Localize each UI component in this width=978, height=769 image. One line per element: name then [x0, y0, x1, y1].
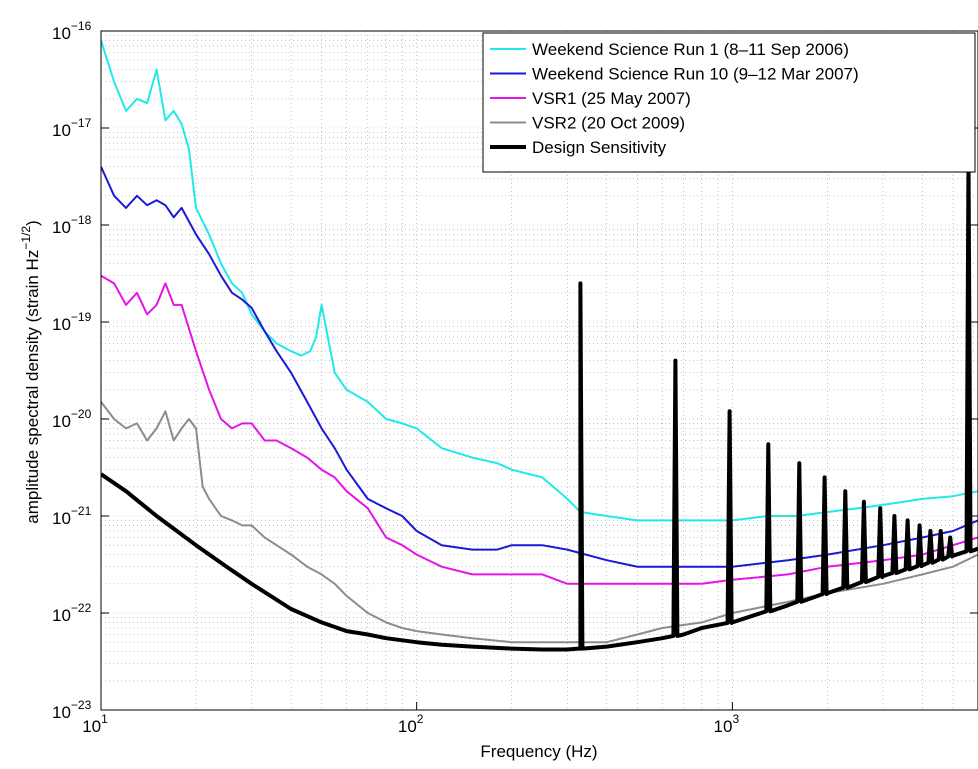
y-tick-exp: −17 [71, 116, 92, 130]
x-tick-base: 10 [82, 717, 101, 736]
y-tick-base: 10 [52, 218, 71, 237]
y-tick-label: 10−18 [52, 213, 92, 237]
series-line-2 [101, 166, 978, 568]
x-tick-label: 101 [82, 712, 108, 736]
y-tick-label: 10−16 [52, 19, 92, 43]
y-tick-exp: −20 [71, 407, 92, 421]
y-tick-label: 10−22 [52, 601, 92, 625]
y-tick-label: 10−19 [52, 310, 92, 334]
y-axis-title-main: amplitude spectral density (strain Hz [23, 250, 42, 524]
legend-label-1: Weekend Science Run 1 (8–11 Sep 2006) [532, 40, 849, 59]
x-tick-label: 102 [398, 712, 424, 736]
y-tick-exp: −22 [71, 601, 92, 615]
x-tick-exp: 1 [101, 712, 108, 726]
y-tick-base: 10 [52, 606, 71, 625]
series-layer [101, 40, 978, 652]
legend-label-4: VSR2 (20 Oct 2009) [532, 114, 685, 133]
y-tick-base: 10 [52, 703, 71, 722]
plot-frame [100, 30, 978, 711]
x-tick-base: 10 [714, 717, 733, 736]
legend-box [482, 32, 976, 173]
y-tick-exp: −23 [71, 698, 92, 712]
y-tick-exp: −18 [71, 213, 92, 227]
y-axis-title-tail: ) [23, 220, 42, 226]
y-tick-label: 10−21 [52, 504, 92, 528]
x-tick-label: 103 [714, 712, 740, 736]
x-axis-title: Frequency (Hz) [480, 742, 597, 761]
legend-label-5: Design Sensitivity [532, 138, 667, 157]
x-tick-exp: 3 [732, 712, 739, 726]
y-axis-title: amplitude spectral density (strain Hz−1/… [19, 220, 42, 523]
y-tick-label: 10−23 [52, 698, 92, 722]
series-line-5 [101, 155, 978, 652]
y-tick-base: 10 [52, 24, 71, 43]
series-line-3 [101, 274, 978, 585]
series-line-4 [101, 401, 978, 644]
y-tick-label: 10−20 [52, 407, 92, 431]
y-tick-exp: −21 [71, 504, 92, 518]
x-tick-base: 10 [398, 717, 417, 736]
y-tick-base: 10 [52, 315, 71, 334]
y-tick-base: 10 [52, 121, 71, 140]
y-axis-title-sup: −1/2 [19, 226, 33, 250]
legend: Weekend Science Run 1 (8–11 Sep 2006) Wee… [482, 32, 976, 173]
y-tick-base: 10 [52, 412, 71, 431]
y-tick-base: 10 [52, 509, 71, 528]
y-tick-exp: −19 [71, 310, 92, 324]
legend-label-2: Weekend Science Run 10 (9–12 Mar 2007) [532, 65, 859, 84]
y-tick-exp: −16 [71, 19, 92, 33]
legend-label-3: VSR1 (25 May 2007) [532, 89, 691, 108]
y-tick-label: 10−17 [52, 116, 92, 140]
ticks: 101 102 10310−2310−2210−2110−2010−1910−181… [52, 19, 978, 736]
x-tick-exp: 2 [417, 712, 424, 726]
